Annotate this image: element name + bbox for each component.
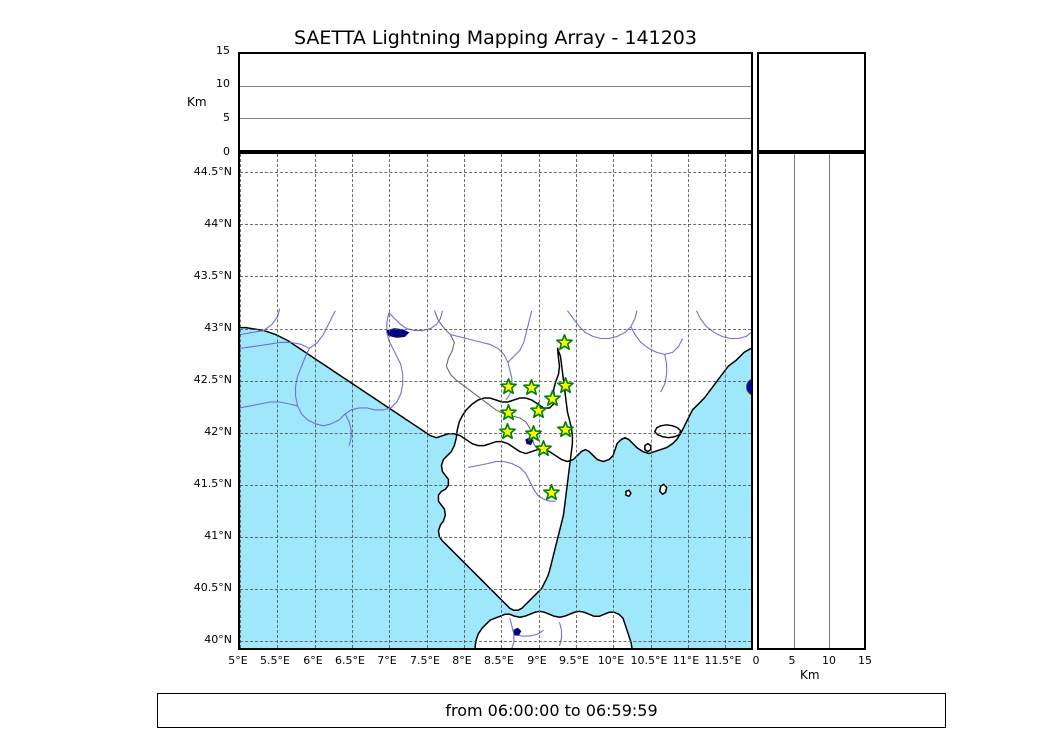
- station-marker: [524, 424, 542, 442]
- tick-right-15: 15: [858, 654, 872, 667]
- gridline-right-5: [793, 154, 795, 648]
- graticule-lon-9: [538, 154, 540, 648]
- tick-top-10: 10: [216, 77, 230, 90]
- graticule-lat-42.5: [240, 380, 751, 382]
- graticule-lat-43.5: [240, 276, 751, 278]
- tick-lon-8.5: 8.5°E: [484, 654, 514, 667]
- tick-lon-6: 6°E: [303, 654, 323, 667]
- tick-lon-5.5: 5.5°E: [260, 654, 290, 667]
- graticule-lon-7.5: [426, 154, 428, 648]
- tick-right-5: 5: [788, 654, 796, 667]
- station-marker: [543, 484, 561, 501]
- tick-lon-11: 11°E: [672, 654, 700, 667]
- graticule-lon-5: [240, 154, 241, 648]
- tick-lon-8: 8°E: [452, 654, 472, 667]
- graticule-lat-41: [240, 536, 751, 538]
- map-geography: [240, 154, 751, 648]
- station-marker: [499, 423, 516, 440]
- tick-lat-43: 43°N: [204, 321, 232, 334]
- tick-lon-10: 10°E: [597, 654, 625, 667]
- graticule-lat-42: [240, 432, 751, 434]
- panel-map[interactable]: [238, 152, 753, 650]
- tick-lon-9.5: 9.5°E: [559, 654, 589, 667]
- tick-lat-44: 44°N: [204, 217, 232, 230]
- graticule-lon-11.5: [725, 154, 727, 648]
- tick-lat-42: 42°N: [204, 425, 232, 438]
- graticule-lon-10: [613, 154, 615, 648]
- panel-corner[interactable]: [757, 52, 866, 152]
- graticule-lon-8: [463, 154, 465, 648]
- tick-lat-40: 40°N: [204, 633, 232, 646]
- tick-top-15: 15: [216, 44, 230, 57]
- tick-lat-41: 41°N: [204, 529, 232, 542]
- gridline-top-10: [240, 85, 751, 87]
- tick-top-0: 0: [223, 145, 230, 158]
- tick-right-0: 0: [752, 654, 760, 667]
- tick-lat-40.5: 40.5°N: [193, 581, 232, 594]
- time-range-text: from 06:00:00 to 06:59:59: [445, 701, 658, 720]
- gridline-top-5: [240, 117, 751, 119]
- tick-lat-44.5: 44.5°N: [193, 165, 232, 178]
- tick-lat-42.5: 42.5°N: [193, 373, 232, 386]
- graticule-lon-6: [314, 154, 316, 648]
- graticule-lat-44: [240, 224, 751, 226]
- tick-lon-10.5: 10.5°E: [630, 654, 668, 667]
- station-marker: [530, 402, 548, 419]
- graticule-lat-44.5: [240, 172, 751, 174]
- station-marker: [499, 378, 517, 395]
- graticule-lon-7: [389, 154, 391, 648]
- tick-right-10: 10: [822, 654, 836, 667]
- gridline-right-10: [828, 154, 830, 648]
- graticule-lat-40: [240, 641, 751, 643]
- graticule-lon-9.5: [575, 154, 577, 648]
- axis-label-right-km: Km: [800, 668, 820, 682]
- tick-lat-43.5: 43.5°N: [193, 269, 232, 282]
- tick-lon-11.5: 11.5°E: [704, 654, 742, 667]
- tick-lon-7.5: 7.5°E: [410, 654, 440, 667]
- panel-altitude-vs-longitude[interactable]: [238, 52, 753, 152]
- graticule-lon-5.5: [277, 154, 279, 648]
- panel-altitude-vs-latitude[interactable]: [757, 152, 866, 650]
- tick-lon-7: 7°E: [377, 654, 397, 667]
- graticule-lat-40.5: [240, 589, 751, 590]
- station-marker: [500, 403, 518, 421]
- tick-top-5: 5: [223, 111, 230, 124]
- tick-lon-9: 9°E: [527, 654, 547, 667]
- station-marker: [523, 378, 540, 396]
- tick-lon-6.5: 6.5°E: [335, 654, 365, 667]
- station-marker: [556, 377, 574, 394]
- axis-label-top-km: Km: [187, 95, 207, 109]
- graticule-lon-10.5: [650, 154, 652, 648]
- page-title: SAETTA Lightning Mapping Array - 141203: [294, 27, 697, 49]
- graticule-lon-6.5: [351, 154, 353, 648]
- graticule-lat-41.5: [240, 484, 751, 486]
- station-marker: [543, 390, 561, 407]
- tick-lon-5: 5°E: [228, 654, 248, 667]
- graticule-lon-11: [687, 154, 689, 648]
- station-marker: [555, 333, 573, 351]
- tick-lat-41.5: 41.5°N: [193, 477, 232, 490]
- graticule-lon-8.5: [501, 154, 503, 648]
- time-range-bar: from 06:00:00 to 06:59:59: [157, 693, 946, 728]
- station-marker: [535, 440, 553, 457]
- graticule-lat-43: [240, 328, 751, 330]
- station-marker: [556, 421, 574, 438]
